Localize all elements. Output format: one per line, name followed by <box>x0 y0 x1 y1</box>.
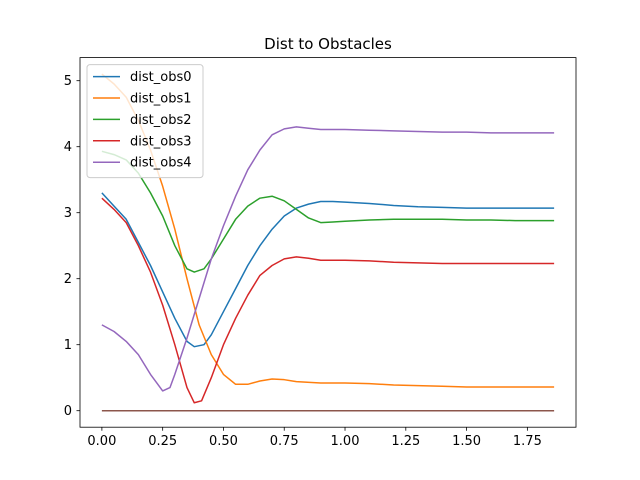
y-axis: 0 1 2 3 4 5 <box>64 74 80 419</box>
y-tick-label: 3 <box>64 206 72 221</box>
y-tick-label: 1 <box>64 338 72 353</box>
series-line-dist_obs0 <box>101 192 555 348</box>
x-tick-label: 0.25 <box>148 434 177 449</box>
series-line-dist_obs2 <box>101 150 555 273</box>
legend-label: dist_obs3 <box>130 134 191 149</box>
x-tick-label: 0.00 <box>87 434 116 449</box>
chart-title: Dist to Obstacles <box>264 35 392 53</box>
legend-label: dist_obs0 <box>130 70 191 85</box>
legend-label: dist_obs2 <box>130 113 191 128</box>
legend: dist_obs0 dist_obs1 dist_obs2 dist_obs3dist… <box>86 64 204 179</box>
y-tick-label: 5 <box>64 74 72 89</box>
x-tick-label: 1.50 <box>452 434 481 449</box>
legend-label: dist_obs1 <box>130 92 191 107</box>
x-tick-label: 1.00 <box>331 434 360 449</box>
x-tick-label: 0.50 <box>209 434 238 449</box>
plot-frame <box>79 57 577 428</box>
x-tick-label: 0.75 <box>270 434 299 449</box>
series-line-dist_obs3 <box>101 197 555 404</box>
series-line-dist_obs4 <box>101 126 555 392</box>
legend-label: dist_obs4 <box>130 156 191 171</box>
x-tick-label: 1.25 <box>391 434 420 449</box>
legend-box <box>86 64 204 179</box>
y-tick-label: 0 <box>64 404 72 419</box>
x-axis: 0.00 0.25 0.50 0.75 1.00 1.25 1.50 1.75 <box>87 427 542 449</box>
y-tick-label: 4 <box>64 140 72 155</box>
x-tick-label: 1.75 <box>513 434 542 449</box>
y-tick-label: 2 <box>64 272 72 287</box>
